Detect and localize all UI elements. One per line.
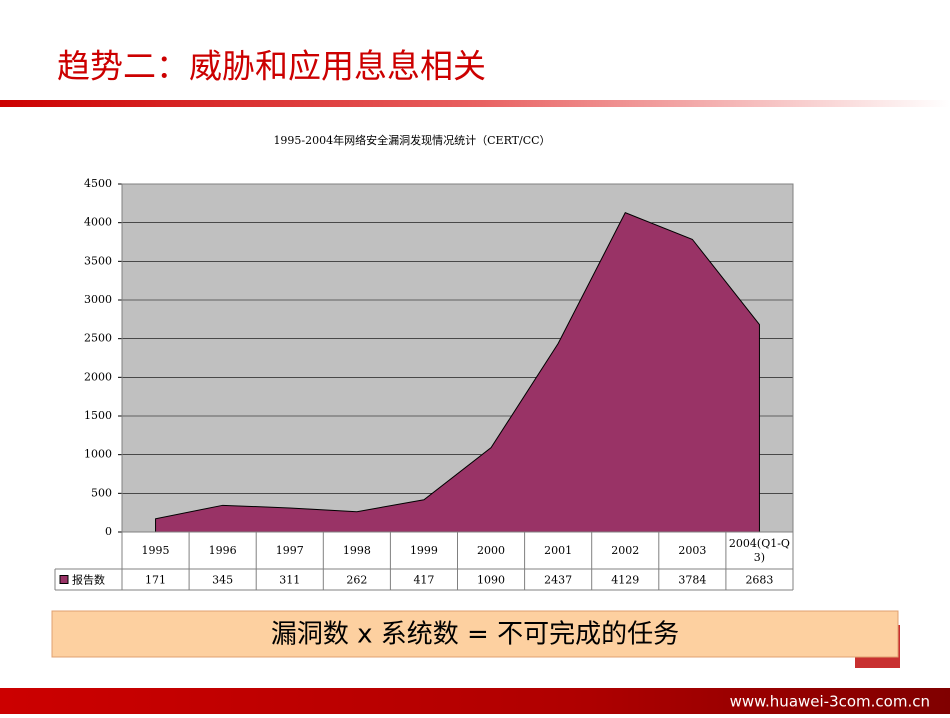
table-value: 3784 <box>678 574 706 587</box>
category-cell: 1995 <box>141 543 170 557</box>
x-tick-label: 2001 <box>544 543 573 557</box>
y-tick-label: 4000 <box>84 216 112 229</box>
header-rule <box>0 100 950 107</box>
y-tick-label: 1000 <box>84 448 112 461</box>
table-value: 2437 <box>544 574 572 587</box>
y-tick-label: 2000 <box>84 370 112 383</box>
table-value: 417 <box>413 574 434 587</box>
y-tick-label: 0 <box>105 525 112 538</box>
category-cell: 1996 <box>208 543 237 557</box>
table-value: 1090 <box>477 574 505 587</box>
x-tick-label: 2003 <box>678 543 707 557</box>
footer-bar <box>0 688 950 714</box>
table-value: 4129 <box>611 574 639 587</box>
table-value: 2683 <box>745 574 773 587</box>
x-tick-label: 1997 <box>275 543 304 557</box>
y-tick-label: 3500 <box>84 254 112 267</box>
y-tick-label: 500 <box>91 486 112 499</box>
category-cell: 2004(Q1-Q3) <box>728 536 790 564</box>
slide-title: 趋势二：威胁和应用息息相关 <box>57 47 486 86</box>
y-tick-label: 4500 <box>84 177 112 190</box>
banner-text: 漏洞数 x 系统数 = 不可完成的任务 <box>271 620 679 650</box>
chart-title: 1995-2004年网络安全漏洞发现情况统计（CERT/CC） <box>273 133 550 147</box>
x-tick-label: 2002 <box>611 543 640 557</box>
category-cell: 2002 <box>611 543 640 557</box>
category-cell: 1998 <box>342 543 371 557</box>
legend-label: 报告数 <box>72 573 105 587</box>
y-tick-label: 3000 <box>84 293 112 306</box>
footer-url: www.huawei-3com.com.cn <box>730 693 930 711</box>
category-cell: 1997 <box>275 543 304 557</box>
category-cell: 2000 <box>477 543 506 557</box>
category-cell: 2003 <box>678 543 707 557</box>
table-value: 262 <box>346 574 367 587</box>
y-tick-label: 1500 <box>84 409 112 422</box>
x-tick-label: 1996 <box>208 543 237 557</box>
area <box>155 212 760 533</box>
x-tick-label: 1999 <box>409 543 438 557</box>
category-cell: 2001 <box>544 543 573 557</box>
x-tick-label: 1995 <box>141 543 170 557</box>
table-value: 345 <box>212 574 233 587</box>
x-tick-label: 2000 <box>477 543 506 557</box>
category-cell: 1999 <box>409 543 438 557</box>
x-tick-label: 2004(Q1-Q3) <box>728 536 790 564</box>
banner <box>51 610 899 658</box>
table-value: 311 <box>279 574 300 587</box>
x-tick-label: 1998 <box>342 543 371 557</box>
y-tick-label: 2500 <box>84 332 112 345</box>
table-value: 171 <box>145 574 166 587</box>
legend-swatch <box>59 575 69 584</box>
